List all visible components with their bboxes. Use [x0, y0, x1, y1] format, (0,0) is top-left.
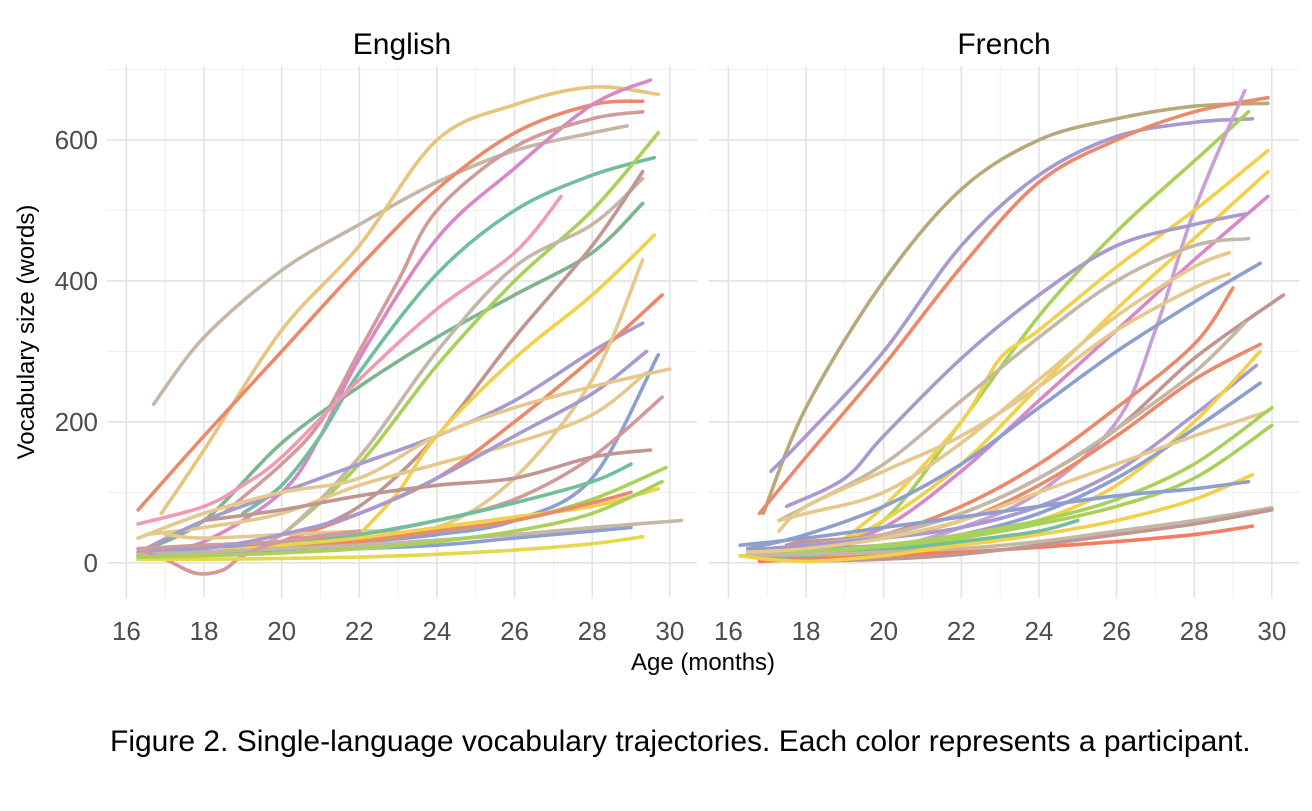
x-tick-label: 30	[655, 616, 684, 646]
panel-background-english	[107, 66, 697, 598]
x-tick-label: 26	[1102, 616, 1131, 646]
participant-trajectory-line	[241, 155, 657, 516]
participant-trajectory-line	[144, 321, 645, 551]
participant-trajectory-line	[738, 543, 964, 564]
participant-trajectory-line	[136, 349, 649, 554]
x-axis-label: Age (months)	[631, 649, 775, 676]
participant-trajectory-line	[159, 85, 660, 516]
y-tick-label: 600	[55, 125, 98, 155]
panel-title-english: English	[353, 28, 451, 61]
y-tick-label: 400	[55, 266, 98, 296]
lines-french	[738, 88, 1286, 564]
x-tick-label: 18	[190, 616, 219, 646]
participant-trajectory-line	[144, 370, 649, 537]
participant-trajectory-line	[357, 233, 657, 537]
participant-trajectory-line	[221, 110, 645, 516]
participant-trajectory-line	[765, 363, 1259, 551]
x-tick-label: 20	[267, 616, 296, 646]
x-tick-label: 18	[792, 616, 821, 646]
participant-trajectory-line	[136, 534, 645, 562]
participant-trajectory-line	[823, 148, 1270, 554]
x-tick-label: 22	[345, 616, 374, 646]
participant-trajectory-line	[738, 479, 1251, 547]
x-tick-label: 24	[1024, 616, 1053, 646]
participant-trajectory-line	[765, 405, 1274, 558]
participant-trajectory-line	[136, 99, 645, 512]
x-tick-labels-french: 16 18 20 22 24 26 28 30	[714, 616, 1286, 646]
x-tick-label: 30	[1257, 616, 1286, 646]
y-axis-label: Vocabulary size (words)	[13, 205, 40, 460]
x-tick-label: 28	[1180, 616, 1209, 646]
x-tick-label: 16	[112, 616, 141, 646]
participant-trajectory-line	[738, 506, 1274, 558]
x-tick-labels-english: 16 18 20 22 24 26 28 30	[112, 616, 684, 646]
x-tick-label: 26	[500, 616, 529, 646]
participant-trajectory-line	[784, 212, 1247, 509]
participant-trajectory-line	[761, 101, 1270, 516]
participant-trajectory-line	[757, 95, 1270, 516]
participant-trajectory-line	[202, 448, 653, 523]
grid-english	[107, 66, 697, 598]
lines-english	[136, 78, 684, 576]
panel-title-french: French	[957, 28, 1050, 61]
figure-caption: Figure 2. Single-language vocabulary tra…	[110, 725, 1251, 758]
x-tick-label: 16	[714, 616, 743, 646]
participant-trajectory-line	[241, 176, 645, 547]
participant-trajectory-line	[746, 261, 1262, 551]
participant-trajectory-line	[769, 117, 1255, 473]
participant-trajectory-line	[136, 194, 563, 526]
chart: English French 16 18 20 22 24 26 28 30 16 18 20 22…	[13, 28, 1299, 676]
participant-trajectory-line	[136, 367, 672, 540]
y-tick-labels: 0 200 400 600	[55, 125, 98, 578]
x-tick-label: 24	[422, 616, 451, 646]
x-tick-label: 20	[869, 616, 898, 646]
participant-trajectory-line	[746, 409, 1270, 554]
x-tick-label: 22	[947, 616, 976, 646]
participant-trajectory-line	[279, 169, 645, 544]
participant-trajectory-line	[777, 272, 1231, 533]
participant-trajectory-line	[136, 479, 664, 559]
x-tick-label: 28	[578, 616, 607, 646]
y-tick-label: 200	[55, 407, 98, 437]
participant-trajectory-line	[136, 518, 684, 557]
y-tick-label: 0	[84, 548, 98, 578]
